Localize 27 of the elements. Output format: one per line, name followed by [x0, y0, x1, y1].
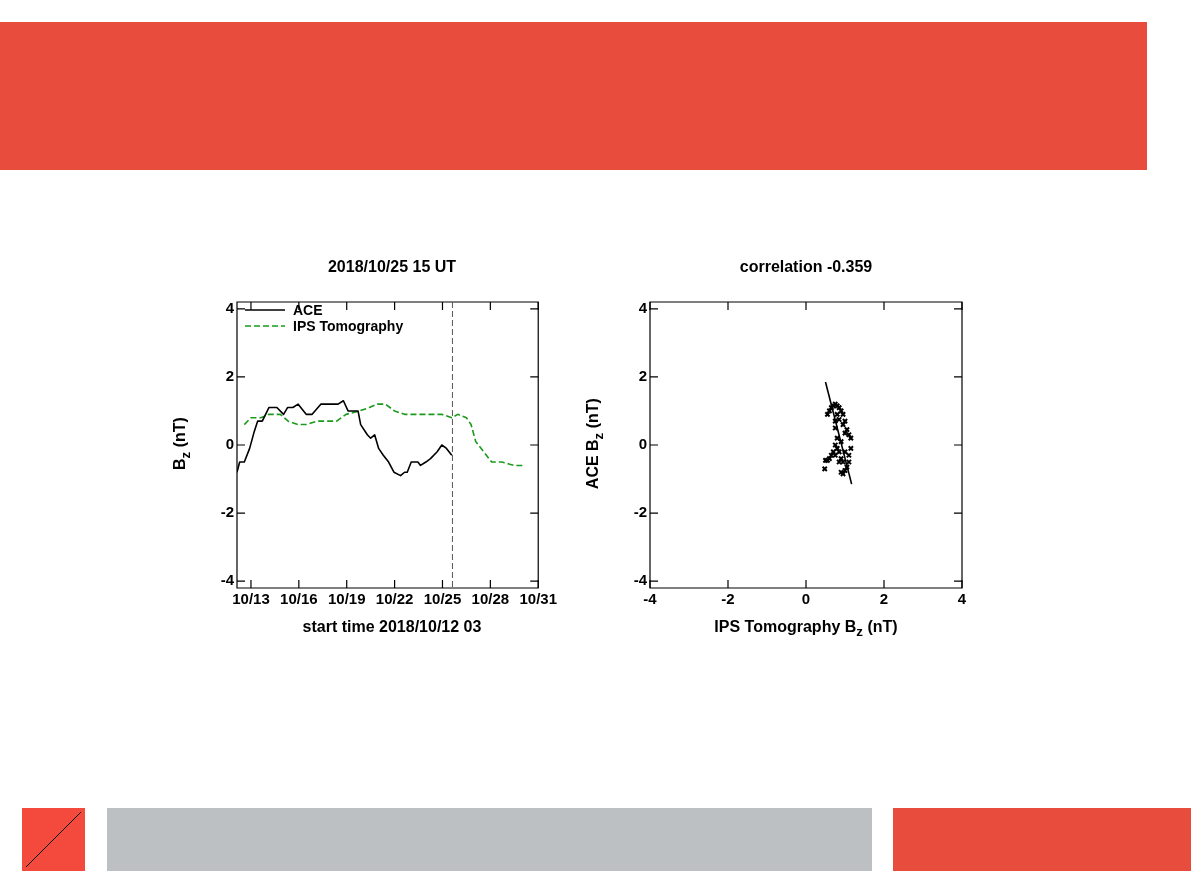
x-tick-label: 10/19: [327, 590, 366, 608]
x-axis-title: start time 2018/10/12 03: [301, 618, 483, 636]
x-tick-label: 10/31: [519, 590, 558, 608]
legend-label: IPS Tomography: [293, 318, 404, 334]
x-tick-label: 10/13: [232, 590, 270, 608]
x-tick-label: 2: [879, 590, 889, 608]
y-tick-label: -4: [220, 571, 235, 589]
x-tick-label: 0: [801, 590, 811, 608]
chart-title: correlation -0.359: [738, 258, 874, 276]
y-tick-label: 0: [638, 435, 647, 453]
y-tick-label: -2: [633, 503, 647, 521]
x-tick-label: 10/16: [280, 590, 318, 608]
y-tick-label: -4: [633, 571, 648, 589]
y-tick-label: -2: [220, 503, 234, 521]
legend-label: ACE: [293, 302, 323, 318]
y-tick-label: 0: [225, 435, 234, 453]
x-axis-title: IPS Tomography B$_{z}$ (nT): [713, 618, 899, 640]
y-tick-label: 4: [638, 298, 648, 316]
chart-title: 2018/10/25 15 UT: [326, 258, 458, 276]
x-tick-label: 4: [957, 590, 967, 608]
x-tick-label: 10/28: [471, 590, 510, 608]
y-tick-label: 2: [225, 367, 234, 385]
x-tick-label: 10/25: [423, 590, 462, 608]
y-tick-label: 2: [638, 367, 647, 385]
x-tick-label: -2: [721, 590, 735, 608]
y-tick-label: 4: [225, 298, 235, 316]
x-tick-label: 10/22: [375, 590, 414, 608]
